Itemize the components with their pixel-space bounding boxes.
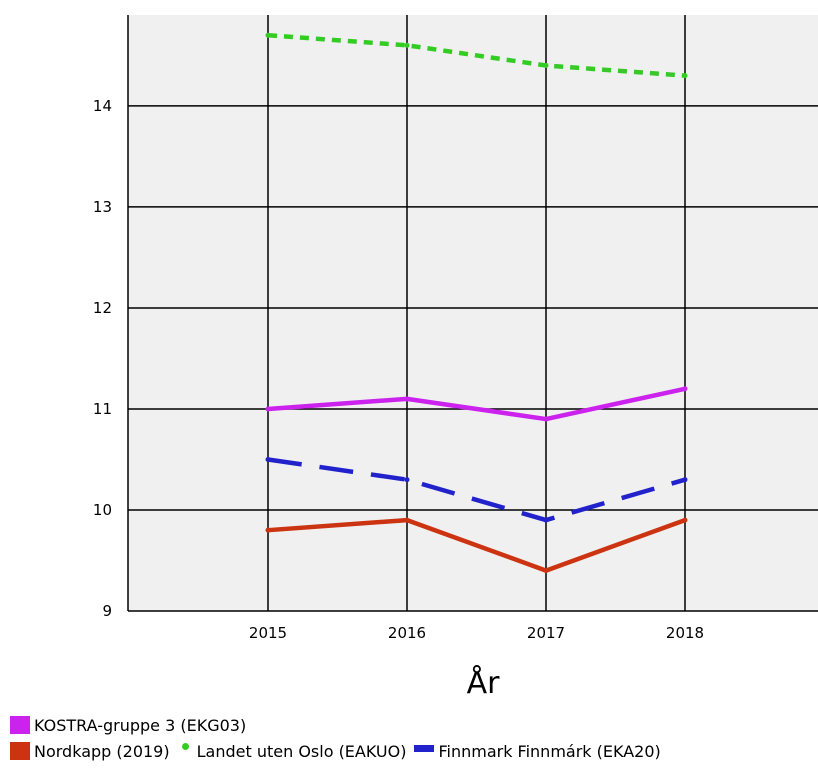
series-line-1	[267, 517, 686, 573]
data-point	[682, 386, 688, 392]
legend-row-1: KOSTRA-gruppe 3 (EKG03)	[10, 714, 254, 736]
x-axis-label: År	[467, 665, 501, 700]
x-tick-label: 2017	[527, 624, 565, 642]
y-tick-label: 11	[93, 400, 112, 418]
x-tick-label: 2016	[388, 624, 426, 642]
data-point	[543, 517, 549, 523]
legend-swatch-finnmark	[414, 744, 435, 752]
data-point	[682, 73, 688, 79]
y-tick-label: 9	[102, 602, 112, 620]
data-point	[543, 63, 549, 69]
data-point	[543, 568, 549, 574]
axis-ticks: 9 10 11 12 13 14 2015 2016 2017 2018	[93, 97, 704, 642]
series-line-3	[267, 457, 686, 523]
data-point	[265, 32, 271, 38]
data-point	[404, 396, 410, 402]
data-point	[265, 456, 271, 462]
series-line-2	[267, 32, 686, 78]
data-point	[682, 477, 688, 483]
legend-swatch-landet	[181, 742, 189, 750]
y-tick-label: 13	[93, 198, 112, 216]
y-tick-label: 10	[93, 501, 112, 519]
legend-label-landet: Landet uten Oslo (EAKUO)	[196, 741, 407, 761]
data-point	[265, 527, 271, 533]
line-chart: 9 10 11 12 13 14 2015 2016 2017 2018 År	[93, 15, 818, 700]
data-point	[265, 406, 271, 412]
plot-area	[128, 15, 818, 611]
legend-label-nordkapp: Nordkapp (2019)	[34, 741, 170, 761]
data-point	[404, 477, 410, 483]
legend-row-2: Nordkapp (2019) Landet uten Oslo (EAKUO)…	[10, 740, 669, 762]
legend-swatch-kostra	[10, 716, 30, 734]
legend-item-kostra: KOSTRA-gruppe 3 (EKG03)	[10, 716, 246, 735]
y-tick-label: 12	[93, 299, 112, 317]
legend-item-finnmark: Finnmark Finnmárk (EKA20)	[414, 741, 661, 761]
legend-item-nordkapp: Nordkapp (2019)	[10, 742, 170, 761]
legend-swatch-nordkapp	[10, 742, 30, 760]
data-point	[682, 517, 688, 523]
series-lines	[265, 32, 688, 574]
series-line-0	[267, 386, 686, 422]
y-tick-label: 14	[93, 97, 112, 115]
data-point	[404, 42, 410, 48]
grid	[127, 15, 818, 612]
data-point	[404, 517, 410, 523]
data-point	[543, 416, 549, 422]
x-tick-label: 2015	[249, 624, 287, 642]
legend-item-landet: Landet uten Oslo (EAKUO)	[178, 741, 407, 761]
legend-label-kostra: KOSTRA-gruppe 3 (EKG03)	[34, 715, 247, 735]
legend-label-finnmark: Finnmark Finnmárk (EKA20)	[438, 741, 661, 761]
x-tick-label: 2018	[666, 624, 704, 642]
